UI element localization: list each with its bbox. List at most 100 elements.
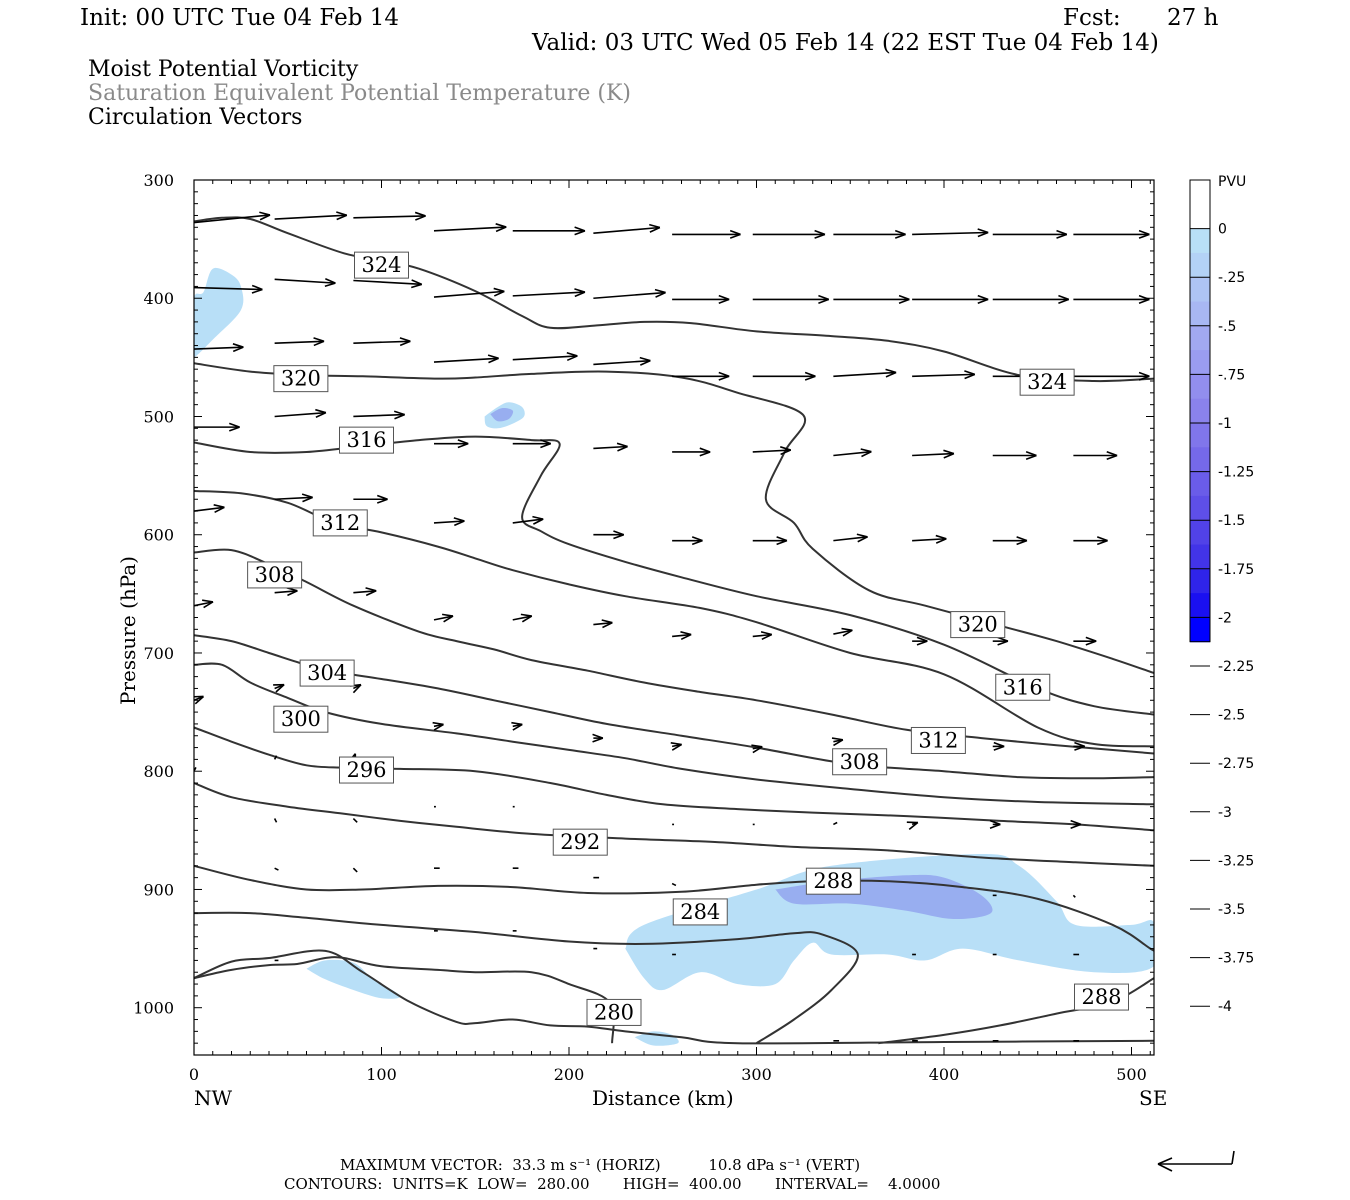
circulation-vector-52 [512, 515, 544, 525]
colorbar-swatch [1190, 520, 1210, 545]
contour-label-324-0: 324 [354, 251, 409, 279]
forecast-hour: 27 h [1167, 5, 1219, 31]
y-tick-label: 600 [143, 526, 174, 545]
contour-label-308-9: 308 [832, 748, 888, 776]
svg-text:312: 312 [320, 511, 360, 535]
y-tick-label: 300 [143, 171, 174, 190]
circulation-vector-17 [593, 288, 666, 300]
colorbar-label: -3.75 [1218, 951, 1254, 967]
contour-label-280-17: 280 [586, 998, 642, 1026]
circulation-vector-97 [274, 867, 279, 871]
circulation-vector-102 [671, 882, 677, 887]
circulation-vector-55 [752, 536, 788, 546]
circulation-vector-51 [433, 517, 465, 527]
contour-label-312-6: 312 [312, 509, 368, 537]
circulation-vector-7 [752, 229, 826, 239]
colorbar-label: -4 [1218, 999, 1232, 1015]
colorbar-label: -1 [1218, 416, 1232, 432]
circulation-vector-31 [752, 371, 816, 381]
contour-label-layer: 324 324 320 320 316 316 312 312 308 308 304 300 296 2… [247, 251, 1129, 1026]
circulation-vector-65 [593, 619, 613, 629]
circulation-vector-98 [352, 867, 358, 873]
theta-contour-284-10 [194, 911, 859, 1045]
theta-contour-296-7 [194, 726, 1154, 832]
svg-text:308: 308 [840, 750, 880, 774]
circulation-vector-10 [992, 229, 1068, 239]
circulation-vector-92 [906, 821, 919, 830]
circulation-vector-69 [912, 636, 928, 646]
circulation-vector-50 [353, 494, 388, 504]
x-tick-label: 400 [929, 1065, 960, 1084]
circulation-vector-85 [273, 755, 278, 760]
circulation-vector-39 [434, 439, 469, 449]
circulation-vector-layer [194, 211, 1150, 1042]
svg-text:324: 324 [361, 253, 401, 277]
theta-contour-300-6 [194, 662, 1154, 806]
circulation-vector-94 [1070, 819, 1082, 829]
x-tick-label: 0 [189, 1065, 199, 1084]
colorbar-label: -3.5 [1218, 902, 1245, 918]
circulation-vector-93 [989, 819, 1001, 829]
colorbar-swatch [1190, 471, 1210, 497]
svg-text:304: 304 [307, 661, 347, 685]
circulation-vector-33 [912, 370, 976, 380]
y-axis-label: Pressure (hPa) [116, 556, 140, 705]
x-tick-label: 300 [741, 1065, 772, 1084]
theta-contour-280-11 [194, 956, 615, 1044]
colorbar-label: -1.75 [1218, 562, 1254, 578]
circulation-vector-30 [672, 371, 730, 381]
circulation-vector-3 [433, 223, 507, 233]
contour-label-320-3: 320 [950, 611, 1006, 639]
forecast-label: Fcst: [1063, 5, 1121, 31]
svg-text:296: 296 [346, 758, 386, 782]
field-title-vectors: Circulation Vectors [88, 105, 303, 130]
circulation-vector-64 [512, 613, 533, 623]
circulation-vector-25 [274, 337, 325, 347]
circulation-vector-58 [992, 536, 1028, 546]
circulation-vector-105 [1072, 894, 1076, 898]
colorbar-label: -.25 [1218, 270, 1245, 286]
valid-time: Valid: 03 UTC Wed 05 Feb 14 (22 EST Tue … [532, 30, 1159, 56]
circulation-vector-57 [912, 534, 947, 544]
contour-label-320-2: 320 [273, 365, 329, 393]
contour-label-288-14: 288 [805, 867, 861, 895]
y-tick-label: 1000 [133, 999, 174, 1018]
contour-label-296-12: 296 [339, 756, 394, 784]
x-axis-label: Distance (km) [592, 1086, 734, 1110]
circulation-vector-63 [433, 613, 454, 623]
svg-text:316: 316 [346, 428, 386, 452]
circulation-vector-59 [1073, 536, 1108, 546]
circulation-vector-19 [752, 294, 830, 304]
svg-text:308: 308 [255, 563, 295, 587]
colorbar-label: 0 [1218, 222, 1227, 238]
contour-label-284-16: 284 [672, 898, 728, 926]
circulation-vector-73 [273, 683, 285, 693]
circulation-vector-77 [592, 733, 604, 743]
y-tick-label: 400 [143, 289, 174, 308]
circulation-vector-37 [274, 408, 327, 418]
circulation-vector-22 [992, 294, 1070, 304]
colorbar-title: PVU [1218, 174, 1246, 190]
circulation-vector-53 [593, 530, 625, 540]
y-tick-label: 500 [143, 407, 174, 426]
circulation-vector-91 [833, 821, 838, 826]
pv-region-6 [490, 408, 514, 422]
colorbar-swatch [1190, 398, 1210, 424]
circulation-vector-78 [670, 742, 683, 751]
circulation-vector-71 [1073, 636, 1097, 646]
circulation-vector-45 [912, 449, 955, 459]
reference-vector-arrow [1157, 1150, 1235, 1172]
circulation-vector-9 [912, 228, 989, 238]
circulation-vector-12 [194, 284, 263, 294]
circulation-vector-2 [353, 211, 426, 221]
pv-region-0 [194, 267, 244, 358]
contour-label-292-13: 292 [552, 828, 608, 856]
circulation-vector-96 [352, 817, 358, 823]
circulation-vector-56 [833, 533, 868, 543]
circulation-vector-42 [672, 447, 711, 457]
circulation-vector-1 [274, 211, 348, 221]
colorbar-swatch [1190, 447, 1210, 473]
contour-label-316-5: 316 [995, 673, 1051, 701]
svg-text:316: 316 [1003, 675, 1043, 699]
circulation-vector-21 [912, 294, 989, 304]
